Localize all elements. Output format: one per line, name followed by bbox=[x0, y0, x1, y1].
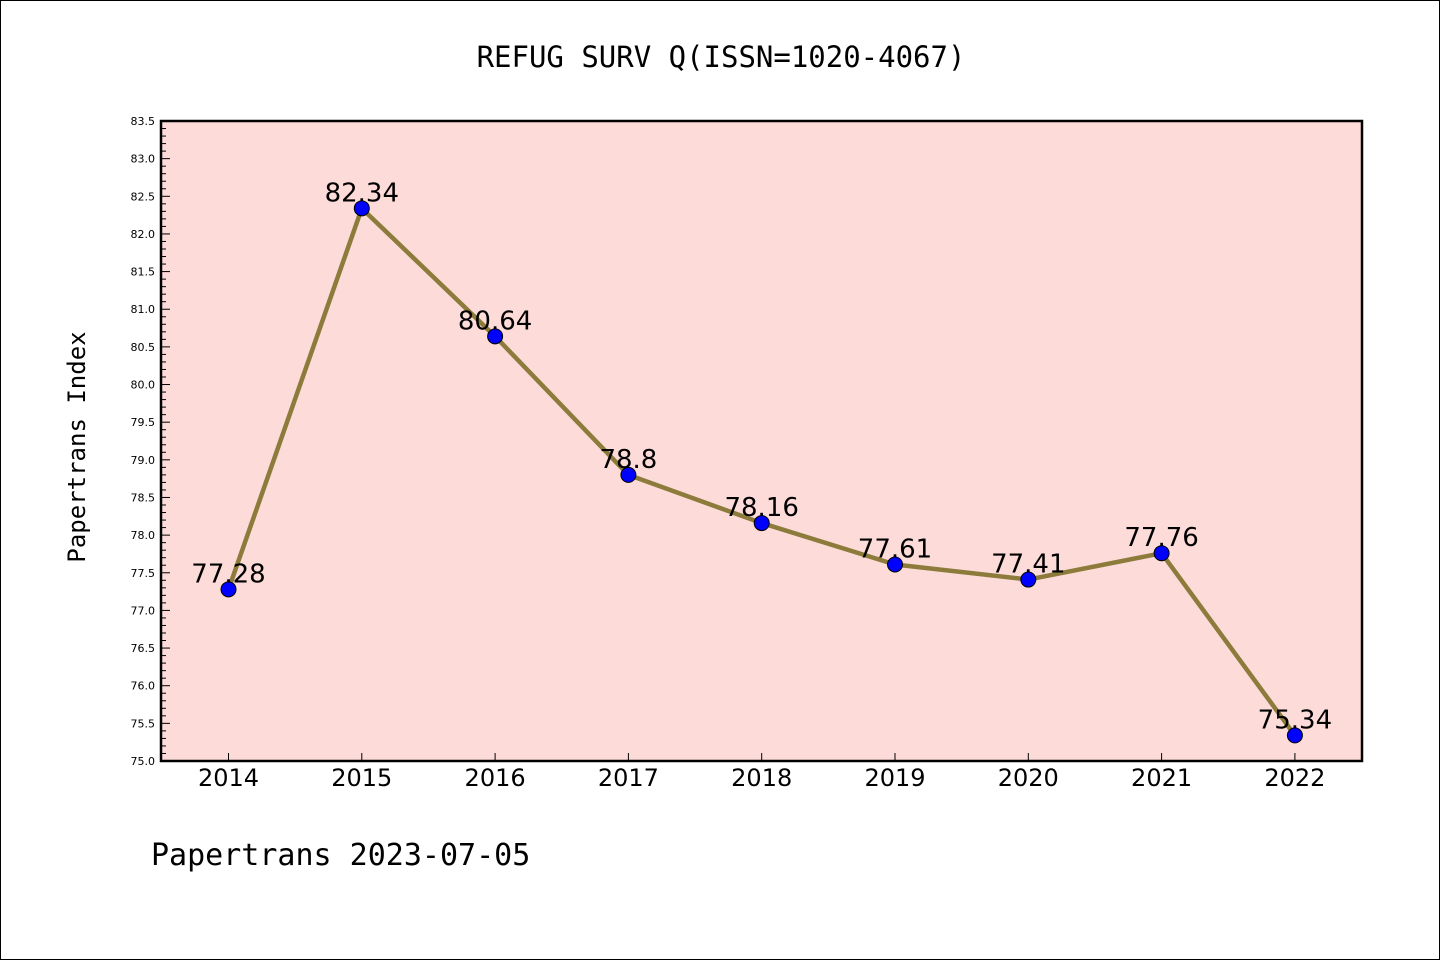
y-axis-label: Papertrans Index bbox=[63, 331, 91, 562]
x-axis: 2014 2015 2016 2017 2018 2019 2020 2021 2022 bbox=[198, 753, 1325, 792]
x-tick-label: 2016 bbox=[465, 764, 526, 792]
x-tick-label: 2015 bbox=[331, 764, 392, 792]
data-label: 77.61 bbox=[858, 534, 932, 564]
data-label: 82.34 bbox=[325, 178, 399, 208]
y-tick-label: 78.5 bbox=[131, 491, 156, 504]
data-label: 77.28 bbox=[191, 559, 265, 589]
y-tick-label: 76.0 bbox=[131, 680, 156, 693]
y-tick-label: 77.0 bbox=[131, 604, 156, 617]
data-point bbox=[1020, 571, 1037, 588]
data-point bbox=[887, 556, 903, 573]
y-tick-label: 82.0 bbox=[131, 228, 156, 241]
data-label: 80.64 bbox=[458, 306, 532, 336]
data-label: 78.16 bbox=[724, 493, 798, 523]
x-tick-label: 2017 bbox=[598, 764, 659, 792]
y-tick-label: 83.0 bbox=[131, 153, 156, 166]
data-point bbox=[753, 515, 770, 532]
chart-title: REFUG SURV Q(ISSN=1020-4067) bbox=[477, 40, 966, 74]
data-point bbox=[1153, 545, 1170, 562]
y-tick-label: 75.0 bbox=[131, 755, 156, 768]
y-tick-label: 79.5 bbox=[131, 416, 156, 429]
x-tick-label: 2021 bbox=[1131, 764, 1192, 792]
x-tick-label: 2022 bbox=[1264, 764, 1325, 792]
x-tick-label: 2019 bbox=[864, 764, 925, 792]
plot-area bbox=[159, 119, 1364, 763]
y-tick-label: 79.0 bbox=[131, 454, 156, 467]
y-axis: 75.0 75.5 76.0 76.5 77.0 77.5 78.0 78.5 79.0 79.5… bbox=[131, 115, 170, 768]
y-tick-label: 83.5 bbox=[131, 115, 156, 128]
data-label: 78.8 bbox=[599, 445, 657, 475]
data-label: 77.41 bbox=[991, 550, 1065, 580]
y-tick-label: 80.5 bbox=[131, 341, 156, 354]
y-tick-label: 82.5 bbox=[131, 190, 156, 203]
y-tick-label: 78.0 bbox=[131, 529, 156, 542]
x-tick-label: 2014 bbox=[198, 764, 259, 792]
y-tick-label: 77.5 bbox=[131, 567, 156, 580]
y-tick-label: 75.5 bbox=[131, 717, 156, 730]
footer-text: Papertrans 2023-07-05 bbox=[151, 838, 530, 873]
data-point bbox=[220, 581, 237, 598]
x-tick-label: 2020 bbox=[998, 764, 1059, 792]
y-tick-label: 76.5 bbox=[131, 642, 156, 655]
data-point bbox=[487, 328, 504, 345]
data-point bbox=[353, 200, 370, 217]
data-labels-group: 77.28 82.34 80.64 78.8 78.16 77.61 77.41 77.76 7… bbox=[191, 178, 1332, 735]
x-tick-label: 2018 bbox=[731, 764, 792, 792]
series-line-group bbox=[220, 200, 1303, 744]
data-point bbox=[1286, 727, 1303, 744]
data-label: 77.76 bbox=[1124, 523, 1198, 553]
y-tick-label: 81.5 bbox=[131, 266, 156, 279]
data-label: 75.34 bbox=[1258, 705, 1332, 735]
data-point bbox=[620, 466, 637, 483]
y-tick-label: 80.0 bbox=[131, 379, 156, 392]
y-tick-label: 81.0 bbox=[131, 303, 156, 316]
